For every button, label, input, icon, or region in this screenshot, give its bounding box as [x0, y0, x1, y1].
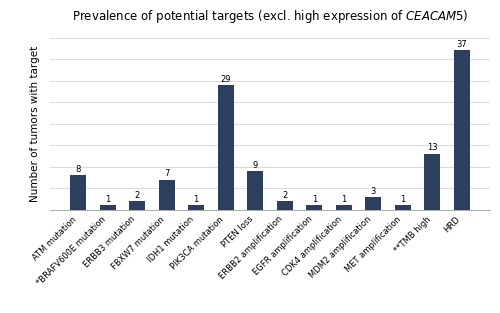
Bar	[336, 205, 352, 210]
Bar	[365, 197, 382, 210]
Y-axis label: Number of tumors with target: Number of tumors with target	[30, 45, 40, 202]
Text: 8: 8	[76, 165, 81, 174]
Text: 37: 37	[456, 40, 468, 49]
Text: 2: 2	[282, 191, 288, 200]
Bar	[70, 175, 86, 210]
Bar	[247, 171, 264, 210]
Text: 29: 29	[220, 74, 231, 84]
Bar	[306, 205, 322, 210]
Text: 1: 1	[194, 195, 199, 204]
Text: 7: 7	[164, 169, 170, 178]
Bar	[394, 205, 411, 210]
Text: 9: 9	[252, 161, 258, 170]
Bar	[276, 201, 293, 210]
Text: Prevalence of potential targets (excl. high expression of $\mathit{CEACAM5}$): Prevalence of potential targets (excl. h…	[72, 8, 468, 25]
Text: 1: 1	[400, 195, 406, 204]
Text: 1: 1	[312, 195, 317, 204]
Bar	[424, 154, 440, 210]
Bar	[158, 180, 175, 210]
Text: 13: 13	[427, 143, 438, 152]
Text: 2: 2	[134, 191, 140, 200]
Text: 1: 1	[341, 195, 346, 204]
Bar	[129, 201, 146, 210]
Bar	[188, 205, 204, 210]
Bar	[218, 85, 234, 210]
Text: 1: 1	[105, 195, 110, 204]
Bar	[454, 50, 470, 210]
Text: 3: 3	[370, 187, 376, 196]
Bar	[100, 205, 116, 210]
